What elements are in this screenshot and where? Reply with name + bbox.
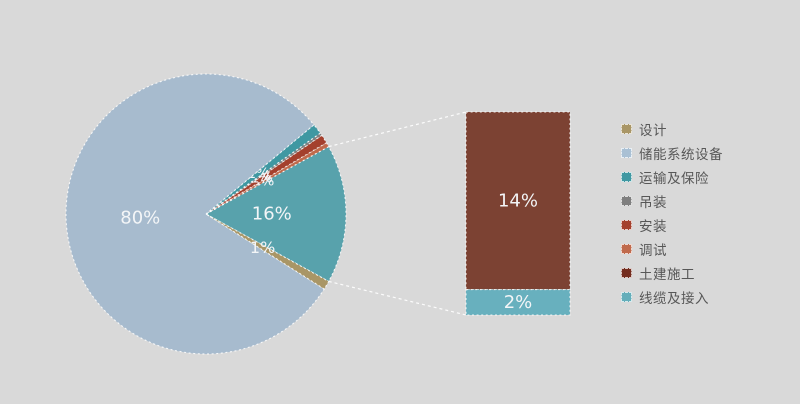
legend-item-label: 土建施工 (639, 267, 695, 282)
chart-legend: 设计 储能系统设备 运输及保险 吊装 安装 调试 土建施工 线缆及接入 (621, 117, 723, 309)
legend-item-civil-construction: 土建施工 (621, 261, 723, 285)
legend-item-label: 运输及保险 (639, 171, 709, 186)
legend-item-transport-and-insurance: 运输及保险 (621, 165, 723, 189)
pie-slice-transport-insurance (205, 124, 322, 215)
legend-item-label: 吊装 (639, 195, 667, 210)
bar-segment-cables-access (465, 289, 571, 316)
bar-label-cables-access: 2% (504, 292, 533, 313)
legend-swatch-commissioning (621, 244, 632, 254)
pie-label-design: 1% (250, 238, 275, 257)
legend-item-label: 储能系统设备 (639, 147, 723, 162)
legend-swatch-design (621, 124, 632, 134)
legend-item-storage-system-equipment: 储能系统设备 (621, 141, 723, 165)
pie-label-storage-equipment: 80% (120, 208, 160, 229)
legend-swatch-cables-and-access (621, 292, 632, 302)
legend-item-hoisting: 吊装 (621, 189, 723, 213)
pie-slice-design (205, 213, 330, 290)
pie-slice-commissioning (205, 141, 330, 215)
legend-item-cables-and-access: 线缆及接入 (621, 285, 723, 309)
pie-slice-storage-equipment (65, 73, 325, 355)
bar-label-civil-construction: 14% (498, 190, 538, 211)
bar-segment-civil-construction (465, 111, 571, 291)
legend-item-label: 设计 (639, 123, 667, 138)
legend-swatch-storage-system-equipment (621, 148, 632, 158)
pie-label-other-group: 16% (252, 204, 292, 225)
pie-slice-installation (205, 134, 328, 215)
legend-item-label: 调试 (639, 243, 667, 258)
pie-slice-other-group (204, 145, 347, 283)
connector-line-bottom (328, 280, 467, 316)
legend-swatch-transport-and-insurance (621, 172, 632, 182)
legend-item-installation: 安装 (621, 213, 723, 237)
legend-swatch-civil-construction (621, 268, 632, 278)
legend-item-label: 线缆及接入 (639, 291, 709, 306)
legend-item-label: 安装 (639, 219, 667, 234)
legend-swatch-hoisting (621, 196, 632, 206)
legend-item-commissioning: 调试 (621, 237, 723, 261)
legend-swatch-installation (621, 220, 632, 230)
connector-line-top (328, 111, 467, 148)
legend-item-design: 设计 (621, 117, 723, 141)
